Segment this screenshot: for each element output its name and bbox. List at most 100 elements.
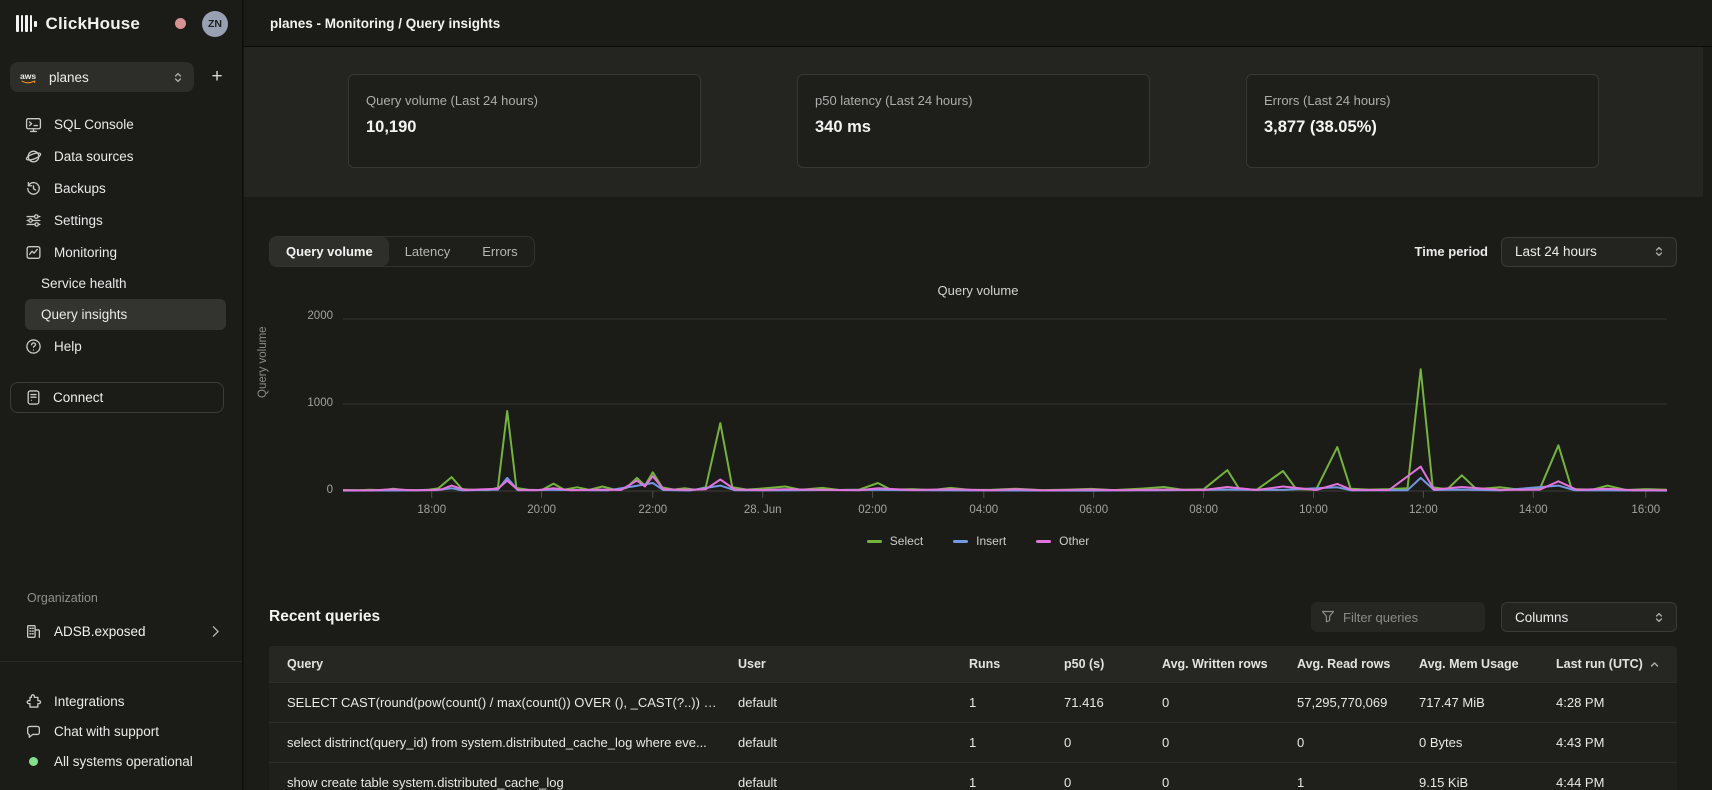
table-cell: 4:44 PM (1538, 775, 1678, 790)
svg-text:aws: aws (20, 71, 36, 81)
column-header-label: Query (287, 657, 323, 671)
column-header-label: Avg. Read rows (1297, 657, 1390, 671)
column-header-label: Avg. Mem Usage (1419, 657, 1519, 671)
tab-query-volume[interactable]: Query volume (270, 237, 389, 266)
column-header-avg-read-rows[interactable]: Avg. Read rows (1279, 657, 1401, 671)
sidebar-header: ClickHouse ZN (0, 0, 242, 47)
table-row[interactable]: show create table system.distributed_cac… (269, 762, 1677, 790)
sidebar-item-data-sources[interactable]: Data sources (0, 140, 242, 172)
sidebar-subnav: Service health Query insights (0, 268, 242, 330)
legend-item-select[interactable]: Select (867, 534, 923, 548)
chart-x-tick: 22:00 (618, 504, 688, 516)
table-cell: 0 (1279, 735, 1401, 750)
sidebar-item-help[interactable]: Help (0, 330, 242, 362)
table-row[interactable]: SELECT CAST(round(pow(count() / max(coun… (269, 682, 1677, 722)
connect-button[interactable]: Connect (10, 382, 224, 413)
chart-x-tick: 18:00 (397, 504, 467, 516)
table-cell: default (720, 695, 951, 710)
sidebar-item-settings[interactable]: Settings (0, 204, 242, 236)
chevron-updown-icon (1653, 245, 1665, 258)
add-service-button[interactable]: + (204, 64, 230, 90)
breadcrumb: planes - Monitoring / Query insights (270, 16, 500, 31)
sort-ascending-icon (1649, 660, 1660, 669)
stat-card-query-volume: Query volume (Last 24 hours)10,190 (348, 74, 701, 168)
topbar: planes - Monitoring / Query insights (244, 0, 1712, 47)
chevron-updown-icon (1653, 611, 1665, 624)
table-row[interactable]: select distrinct(query_id) from system.d… (269, 722, 1677, 762)
columns-select-value: Columns (1515, 610, 1568, 625)
legend-item-insert[interactable]: Insert (953, 534, 1006, 548)
table-cell: 71.416 (1046, 695, 1144, 710)
content: Query volumeLatencyErrors Time period La… (244, 197, 1712, 790)
column-header-label: p50 (s) (1064, 657, 1104, 671)
tab-errors[interactable]: Errors (466, 237, 533, 266)
stats-band: Query volume (Last 24 hours)10,190p50 la… (244, 47, 1703, 197)
organization-switcher[interactable]: ADSB.exposed (0, 615, 242, 647)
sidebar-item-label: Backups (54, 181, 106, 196)
settings-icon (25, 212, 42, 229)
sidebar-item-service-health[interactable]: Service health (25, 268, 226, 299)
filter-queries-field[interactable] (1343, 610, 1463, 625)
chart-y-axis-label: Query volume (257, 326, 269, 398)
legend-label: Select (890, 534, 923, 548)
column-header-avg-mem-usage[interactable]: Avg. Mem Usage (1401, 657, 1538, 671)
clickhouse-logo-icon (16, 15, 37, 32)
sidebar-item-label: Data sources (54, 149, 134, 164)
table-cell: 1 (951, 695, 1046, 710)
sidebar-item-query-insights[interactable]: Query insights (25, 299, 226, 330)
aws-icon: aws (20, 71, 39, 84)
main-area: planes - Monitoring / Query insights Que… (244, 0, 1712, 790)
sidebar-item-integrations[interactable]: Integrations (0, 686, 242, 716)
sidebar-item-label: SQL Console (54, 117, 134, 132)
column-header-avg-written-rows[interactable]: Avg. Written rows (1144, 657, 1279, 671)
stat-value: 340 ms (815, 118, 1132, 137)
column-header-last-run-utc[interactable]: Last run (UTC) (1538, 657, 1678, 671)
recent-queries-title: Recent queries (269, 608, 380, 626)
column-header-runs[interactable]: Runs (951, 657, 1046, 671)
chart-plot (343, 302, 1667, 502)
table-cell: 57,295,770,069 (1279, 695, 1401, 710)
columns-select[interactable]: Columns (1501, 602, 1677, 632)
time-period-select[interactable]: Last 24 hours (1501, 237, 1677, 267)
column-header-user[interactable]: User (720, 657, 951, 671)
column-header-label: Runs (969, 657, 1000, 671)
table-cell: 0 (1144, 735, 1279, 750)
chart-x-tick: 14:00 (1498, 504, 1568, 516)
chart-x-tick: 28. Jun (728, 504, 798, 516)
chevron-updown-icon (172, 71, 184, 84)
sidebar-item-monitoring[interactable]: Monitoring (0, 236, 242, 268)
sidebar-item-label: Service health (41, 276, 127, 291)
table-cell: default (720, 735, 951, 750)
sidebar-item-label: Help (54, 339, 82, 354)
sql-console-icon (25, 116, 42, 133)
legend-swatch (953, 540, 968, 543)
status-dot-icon (25, 757, 42, 766)
legend-item-other[interactable]: Other (1036, 534, 1089, 548)
tab-latency[interactable]: Latency (389, 237, 467, 266)
sidebar-item-all-systems-operational[interactable]: All systems operational (0, 746, 242, 776)
column-header-p50-s[interactable]: p50 (s) (1046, 657, 1144, 671)
filter-queries-input[interactable] (1311, 602, 1485, 632)
legend-swatch (867, 540, 882, 543)
table-cell: 1 (951, 735, 1046, 750)
sidebar-item-backups[interactable]: Backups (0, 172, 242, 204)
chart-x-tick: 16:00 (1611, 504, 1681, 516)
chart-legend: Select Insert Other (244, 534, 1712, 548)
chart-x-tick: 12:00 (1388, 504, 1458, 516)
column-header-query[interactable]: Query (269, 657, 720, 671)
chart-x-tick: 20:00 (507, 504, 577, 516)
series-select (343, 369, 1667, 490)
sidebar-item-sql-console[interactable]: SQL Console (0, 108, 242, 140)
funnel-icon (1321, 609, 1335, 626)
service-selector[interactable]: aws planes (10, 62, 194, 92)
legend-label: Other (1059, 534, 1089, 548)
table-cell: 717.47 MiB (1401, 695, 1538, 710)
stat-value: 3,877 (38.05%) (1264, 118, 1581, 137)
stat-card-errors: Errors (Last 24 hours)3,877 (38.05%) (1246, 74, 1599, 168)
sidebar-item-chat-with-support[interactable]: Chat with support (0, 716, 242, 746)
series-other (343, 467, 1667, 491)
avatar[interactable]: ZN (202, 11, 228, 37)
backups-icon (25, 180, 42, 197)
chat-icon (25, 723, 42, 740)
table-cell: default (720, 775, 951, 790)
